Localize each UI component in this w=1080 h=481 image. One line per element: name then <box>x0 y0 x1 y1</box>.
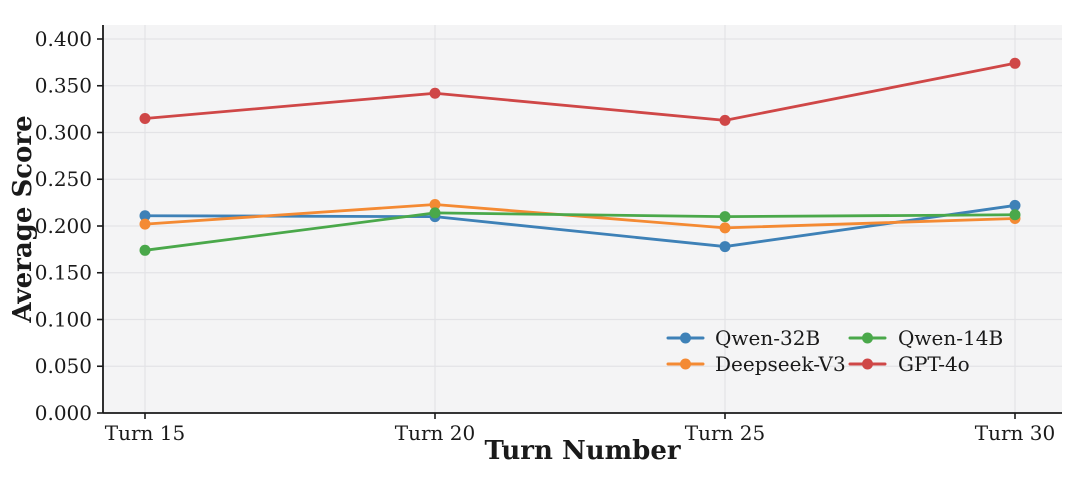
series-line-gpt-4o <box>143 61 1017 122</box>
y-tick-label: 0.400 <box>35 27 92 51</box>
data-point-qwen-32b <box>139 210 151 222</box>
data-point-qwen-14b <box>429 207 441 219</box>
x-tick-label: Turn 30 <box>975 421 1055 445</box>
y-tick-label: 0.200 <box>35 214 92 238</box>
series-line-deepseek-v3 <box>143 203 1017 230</box>
y-tick-label: 0.350 <box>35 74 92 98</box>
data-point-deepseek-v3 <box>429 198 441 210</box>
legend-marker-dot-deepseek-v3 <box>680 358 691 370</box>
data-point-deepseek-v3 <box>139 218 151 230</box>
legend-marker-dot-gpt-4o <box>862 358 873 370</box>
series-line-qwen-32b <box>143 204 1017 248</box>
y-tick-label: 0.300 <box>35 120 92 144</box>
data-point-qwen-14b <box>719 211 731 223</box>
legend-label-qwen-32b: Qwen-32B <box>715 326 820 350</box>
data-point-qwen-32b <box>719 241 731 253</box>
legend-marker-dot-qwen-14b <box>862 332 873 344</box>
y-axis-title: Average Score <box>8 115 38 323</box>
data-point-qwen-14b <box>139 244 151 256</box>
x-tick-label: Turn 25 <box>685 421 765 445</box>
legend-label-deepseek-v3: Deepseek-V3 <box>715 352 846 376</box>
data-point-gpt-4o <box>429 87 441 99</box>
data-point-qwen-14b <box>1009 209 1021 221</box>
series-line-qwen-14b <box>143 211 1017 252</box>
y-tick-label: 0.250 <box>35 167 92 191</box>
legend-label-qwen-14b: Qwen-14B <box>898 326 1003 350</box>
plot-area-background <box>103 25 1062 413</box>
y-tick-label: 0.050 <box>35 354 92 378</box>
x-tick-label: Turn 20 <box>395 421 475 445</box>
y-tick-label: 0.150 <box>35 261 92 285</box>
data-point-gpt-4o <box>139 112 151 124</box>
data-point-gpt-4o <box>719 114 731 126</box>
legend-marker-dot-qwen-32b <box>680 332 691 344</box>
y-tick-label: 0.000 <box>35 401 92 425</box>
data-point-gpt-4o <box>1009 57 1021 69</box>
y-tick-label: 0.100 <box>35 307 92 331</box>
x-tick-label: Turn 15 <box>105 421 185 445</box>
data-point-deepseek-v3 <box>719 222 731 234</box>
legend-label-gpt-4o: GPT-4o <box>898 352 970 376</box>
data-point-qwen-32b <box>1009 199 1021 211</box>
x-axis-title: Turn Number <box>484 436 680 466</box>
